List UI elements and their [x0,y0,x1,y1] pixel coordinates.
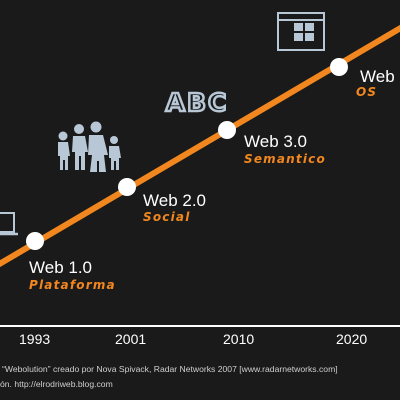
people-icon [58,121,121,172]
credit-caption-link: ón. http://elrodriweb.blog.com [0,379,113,389]
milestone-dot-web3 [218,121,236,139]
window-icon [277,12,325,51]
milestone-dot-web2 [118,178,136,196]
milestone-sublabel-web3: Semantico [244,152,326,166]
credit-caption: “Webolution” creado por Nova Spivack, Ra… [2,364,338,374]
year-label: 1993 [19,331,51,347]
milestone-dot-webos [330,58,348,76]
milestone-sublabel-webos: OS [356,85,378,99]
year-label: 2001 [115,331,147,347]
milestone-label-web2: Web 2.0 [143,191,207,210]
year-label: 2020 [336,331,368,347]
milestone-label-web3: Web 3.0 [244,132,308,151]
year-label: 2010 [223,331,255,347]
milestone-sublabel-web2: Social [143,210,191,224]
laptop-icon [0,212,18,236]
milestone-dot-web1 [26,232,44,250]
milestone-label-webos: Web [360,67,395,86]
milestone-label-web1: Web 1.0 [29,258,93,277]
milestone-sublabel-web1: Plataforma [29,278,116,292]
abc-text-icon: ABC [166,88,229,117]
